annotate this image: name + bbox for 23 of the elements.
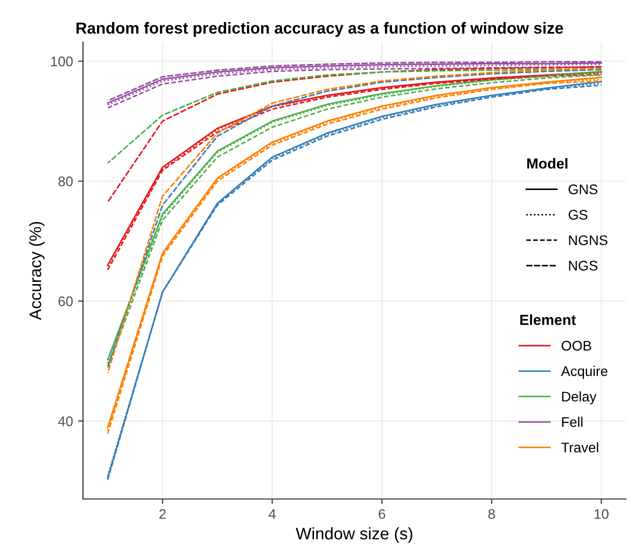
legend-label: Acquire xyxy=(561,366,608,379)
annotation: GNS xyxy=(568,184,598,194)
y-axis-title: Accuracy (%) xyxy=(29,222,45,320)
x-tick-label: 2 xyxy=(159,509,166,519)
text: Element xyxy=(520,314,576,326)
x-tick-label: 6 xyxy=(378,509,386,519)
y-tick-label: 40 xyxy=(58,416,73,426)
annotation: GS xyxy=(568,210,588,220)
legend-label: Travel xyxy=(561,442,598,452)
annotation: NGS xyxy=(569,260,598,271)
text: Model xyxy=(527,158,568,169)
legend-label: Delay xyxy=(562,391,596,404)
x-tick-label: 8 xyxy=(488,509,495,519)
chart-title: Random forest prediction accuracy as a function of window size xyxy=(76,22,564,37)
y-tick-label: 100 xyxy=(51,56,73,66)
x-axis-title: Window size (s) xyxy=(296,527,412,543)
annotation: NGNS xyxy=(569,235,608,246)
x-tick-label: 4 xyxy=(268,509,276,519)
legend-label: Fell xyxy=(562,416,582,427)
y-tick-label: 60 xyxy=(58,296,73,306)
x-tick-label: 10 xyxy=(594,509,608,519)
y-tick-label: 80 xyxy=(58,176,73,186)
legend-label: OOB xyxy=(562,340,592,351)
